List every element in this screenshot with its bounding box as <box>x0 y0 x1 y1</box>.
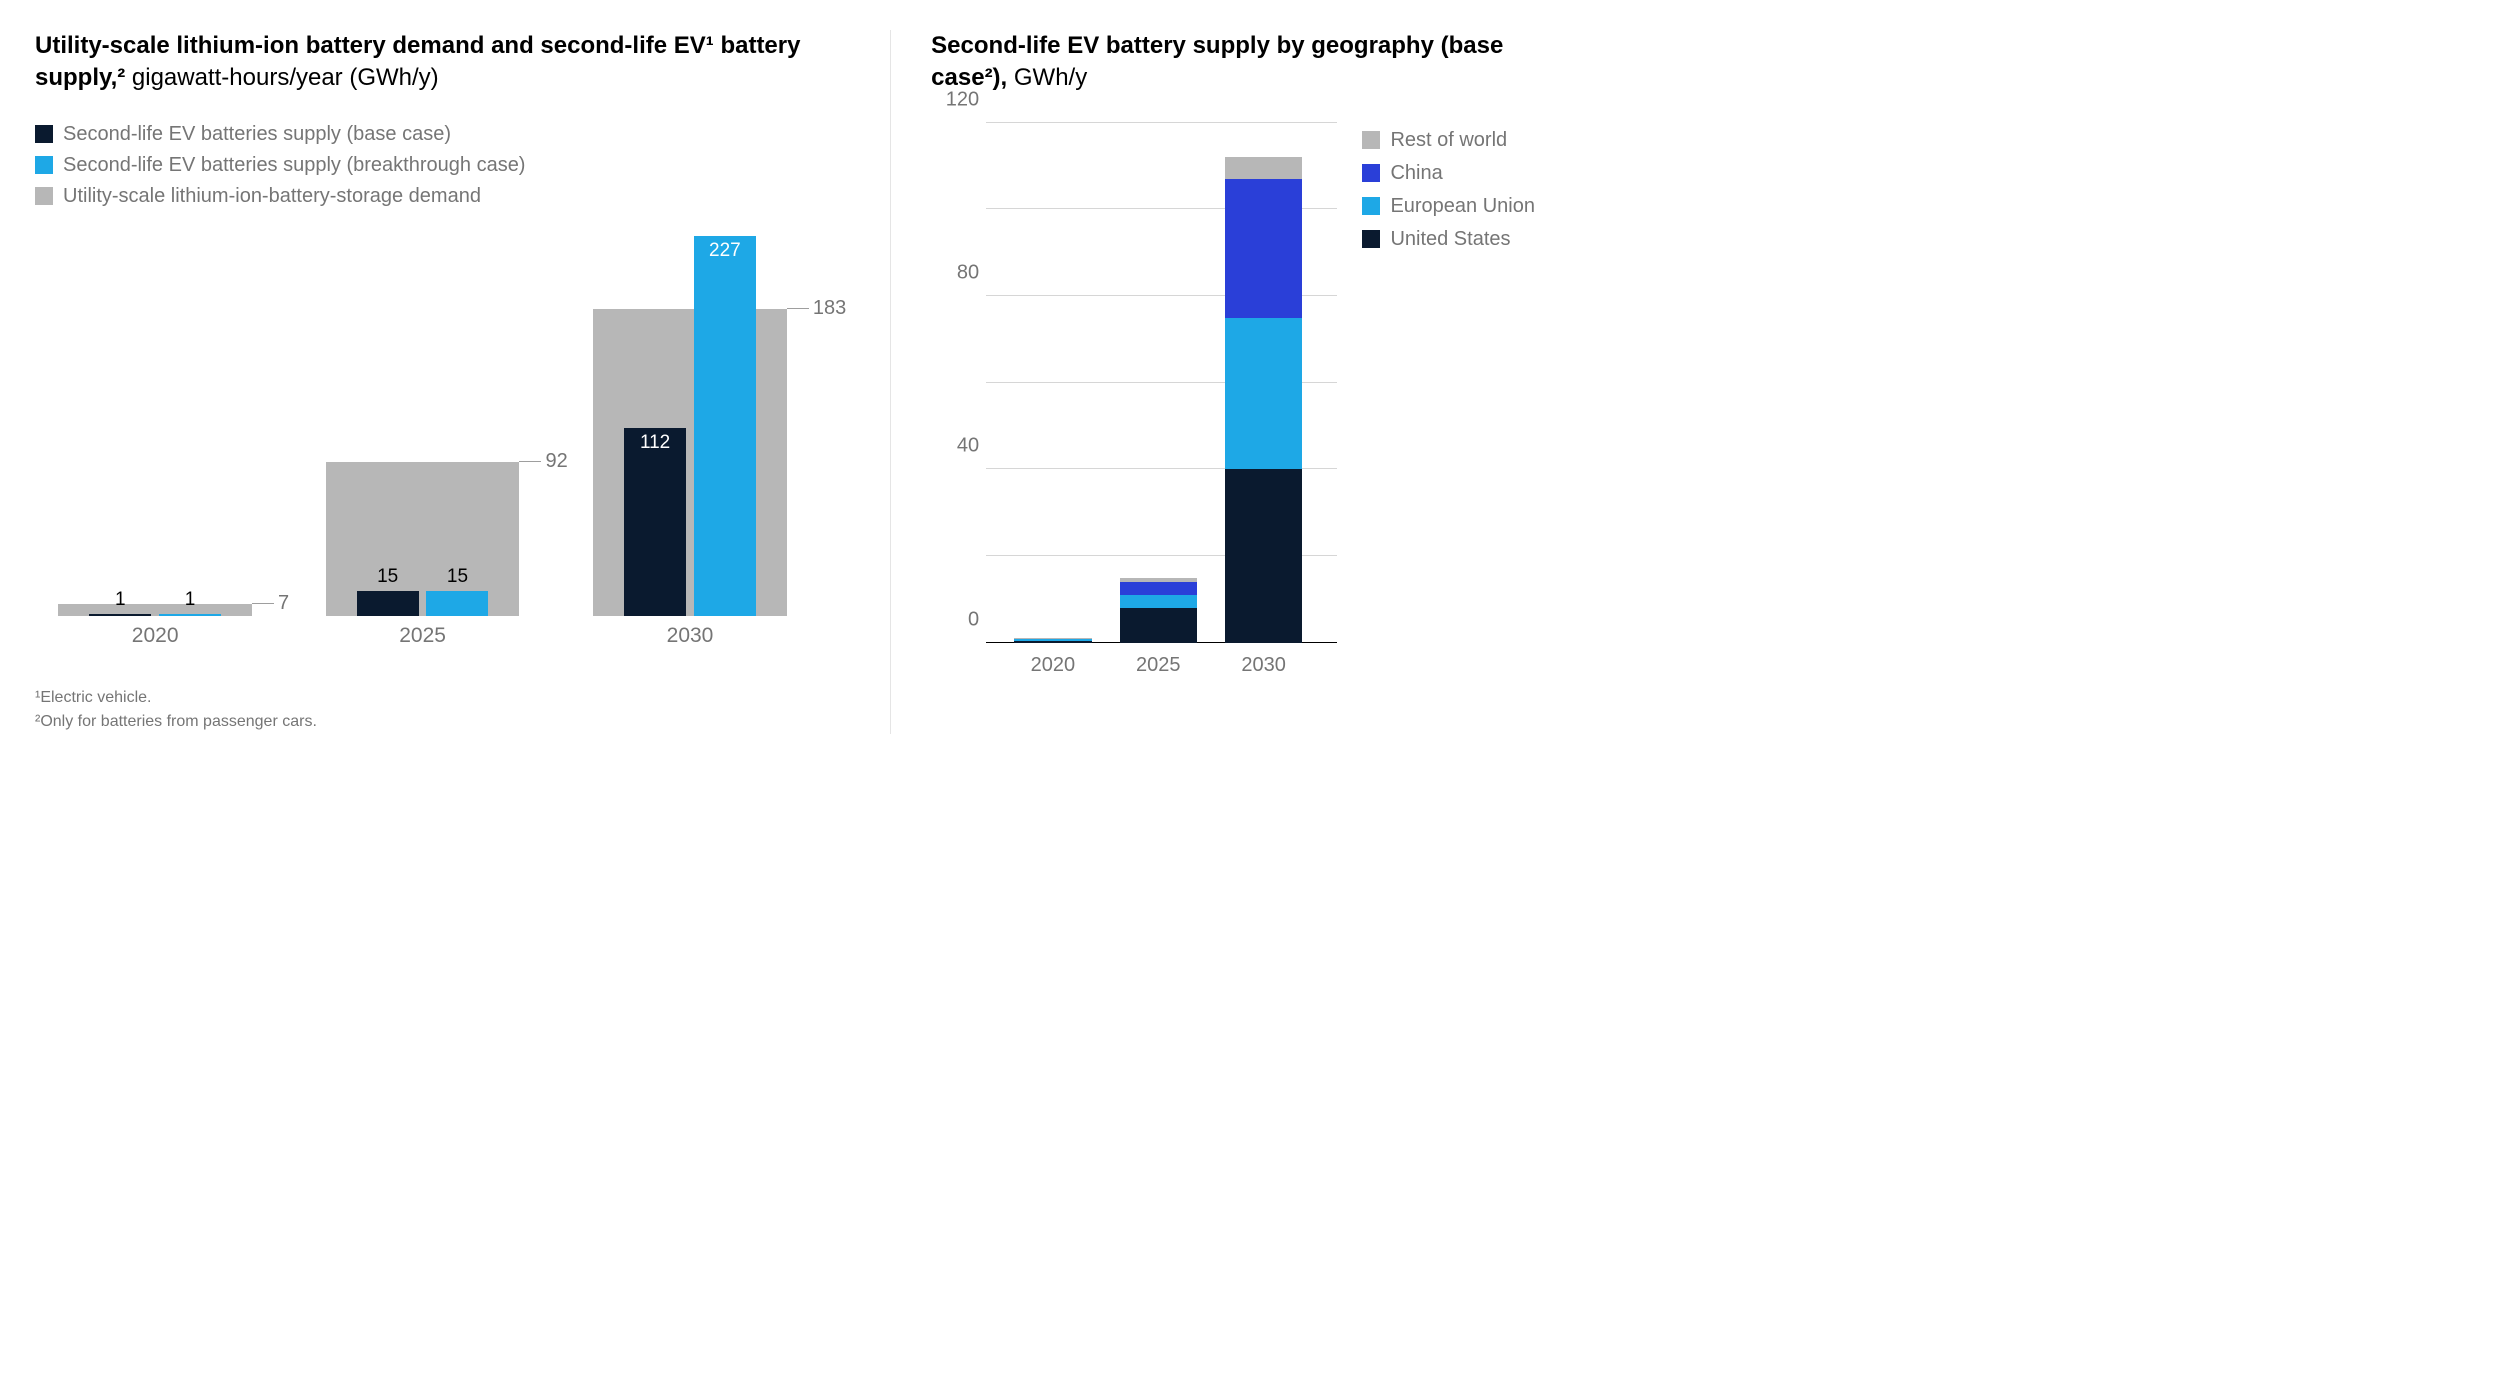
x-category-label: 2025 <box>326 616 520 648</box>
bar-group: 9215152025 <box>326 236 520 616</box>
x-category-label: 2020 <box>1014 654 1091 677</box>
right-legend: Rest of world China European Union United S… <box>1362 123 1535 683</box>
bar-value-label: 227 <box>694 240 756 262</box>
demand-label-line <box>787 308 809 309</box>
bar-value-label: 112 <box>624 432 686 454</box>
demand-bar <box>326 462 520 616</box>
y-tick-label: 0 <box>931 608 979 631</box>
x-category-label: 2030 <box>593 616 787 648</box>
bar-value-label: 15 <box>357 566 419 591</box>
base-case-bar: 112 <box>624 428 686 615</box>
legend-item: Rest of world <box>1362 129 1535 152</box>
stack-segment-eu <box>1120 595 1197 608</box>
demand-label-line <box>252 603 274 604</box>
right-panel: Second-life EV battery supply by geograp… <box>931 30 1535 734</box>
right-chart-plot-area: 04080120202020252030 <box>986 123 1337 643</box>
stacked-bar: 2020 <box>1014 638 1091 642</box>
legend-swatch <box>35 125 53 143</box>
legend-label: Rest of world <box>1390 129 1507 152</box>
chart-pair-container: Utility-scale lithium-ion battery demand… <box>35 30 1535 734</box>
legend-swatch <box>35 187 53 205</box>
breakthrough-bar: 227 <box>694 236 756 616</box>
x-category-label: 2020 <box>58 616 252 648</box>
legend-item: Utility-scale lithium-ion-battery-storag… <box>35 185 850 208</box>
legend-label: Second-life EV batteries supply (breakth… <box>63 154 525 177</box>
demand-value-label: 183 <box>813 297 846 320</box>
legend-swatch <box>1362 164 1380 182</box>
legend-label: Utility-scale lithium-ion-battery-storag… <box>63 185 481 208</box>
footnotes: ¹Electric vehicle.²Only for batteries fr… <box>35 686 850 734</box>
right-title-rest: GWh/y <box>1007 64 1087 91</box>
left-chart-title: Utility-scale lithium-ion battery demand… <box>35 30 850 95</box>
bar-group: 7112020 <box>58 236 252 616</box>
bar-value-label: 1 <box>89 589 151 614</box>
left-title-rest: gigawatt-hours/year (GWh/y) <box>125 64 438 91</box>
right-chart: 04080120202020252030 <box>931 123 1337 683</box>
right-chart-wrap: 04080120202020252030 Rest of worldChinaE… <box>931 123 1535 683</box>
legend-item: Second-life EV batteries supply (base ca… <box>35 123 850 146</box>
left-chart: 711202092151520251831122272030 <box>35 236 850 656</box>
stack-segment-eu <box>1225 318 1302 470</box>
legend-swatch <box>1362 230 1380 248</box>
legend-swatch <box>1362 197 1380 215</box>
stack-segment-rest <box>1225 157 1302 179</box>
gridline <box>986 122 1337 123</box>
legend-item: China <box>1362 162 1535 185</box>
breakthrough-bar: 15 <box>426 591 488 616</box>
base-case-bar: 15 <box>357 591 419 616</box>
legend-item: Second-life EV batteries supply (breakth… <box>35 154 850 177</box>
stack-segment-us <box>1014 641 1091 643</box>
stack-segment-us <box>1225 469 1302 642</box>
demand-bar <box>58 604 252 616</box>
legend-swatch <box>1362 131 1380 149</box>
x-category-label: 2025 <box>1120 654 1197 677</box>
left-panel: Utility-scale lithium-ion battery demand… <box>35 30 850 734</box>
x-category-label: 2030 <box>1225 654 1302 677</box>
bar-group: 1831122272030 <box>593 236 787 616</box>
stack-segment-china <box>1225 179 1302 318</box>
bar-value-label: 15 <box>426 566 488 591</box>
legend-label: Second-life EV batteries supply (base ca… <box>63 123 451 146</box>
bar-value-label: 1 <box>159 589 221 614</box>
footnote: ¹Electric vehicle. <box>35 686 850 710</box>
demand-bar <box>593 309 787 615</box>
left-chart-plot-area: 711202092151520251831122272030 <box>35 236 810 616</box>
legend-swatch <box>35 156 53 174</box>
stacked-bar: 2030 <box>1225 157 1302 642</box>
legend-label: United States <box>1390 228 1510 251</box>
stack-segment-china <box>1120 582 1197 595</box>
left-legend: Second-life EV batteries supply (base ca… <box>35 123 850 208</box>
stack-segment-us <box>1120 608 1197 643</box>
y-tick-label: 80 <box>931 262 979 285</box>
footnote: ²Only for batteries from passenger cars. <box>35 710 850 734</box>
demand-label-line <box>519 461 541 462</box>
legend-item: European Union <box>1362 195 1535 218</box>
legend-item: United States <box>1362 228 1535 251</box>
panel-divider <box>890 30 891 734</box>
legend-label: European Union <box>1390 195 1535 218</box>
right-chart-title: Second-life EV battery supply by geograp… <box>931 30 1535 95</box>
y-tick-label: 120 <box>931 88 979 111</box>
demand-value-label: 92 <box>545 450 567 473</box>
demand-value-label: 7 <box>278 592 289 615</box>
y-tick-label: 40 <box>931 435 979 458</box>
stacked-bar: 2025 <box>1120 578 1197 643</box>
legend-label: China <box>1390 162 1442 185</box>
